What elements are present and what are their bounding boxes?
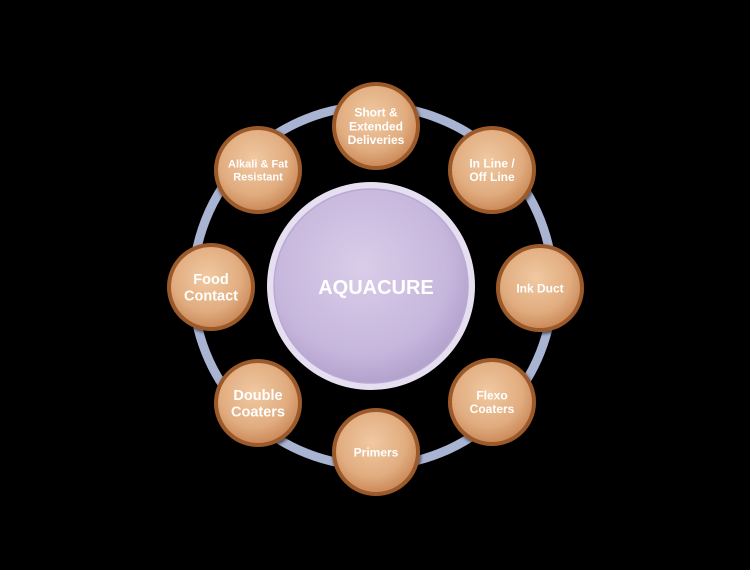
satellite-label-line: Off Line xyxy=(469,170,515,184)
satellite-body xyxy=(336,86,416,166)
satellite-body xyxy=(500,248,580,328)
satellite-flexo-coaters: Flexo Coaters xyxy=(448,358,536,446)
satellite-label: Primers xyxy=(354,445,399,459)
satellite-body xyxy=(218,130,298,210)
satellite-label-line: Short & xyxy=(354,106,398,120)
satellite-body xyxy=(452,130,532,210)
satellite-body xyxy=(171,247,251,327)
satellite-alkali-fat-resistant: Alkali & Fat Resistant xyxy=(214,126,302,214)
satellite-short-extended-deliveries: Short & Extended Deliveries xyxy=(332,82,420,170)
satellite-label-line: Food xyxy=(193,272,228,288)
satellite-body xyxy=(336,412,416,492)
satellite-label: In Line / Off Line xyxy=(469,156,515,184)
satellite-label: Double Coaters xyxy=(231,388,285,421)
satellite-label-line: Flexo xyxy=(476,388,507,402)
satellite-label-line: Resistant xyxy=(233,171,283,183)
satellite-nodes: Short & Extended Deliveries In Line / Off Li… xyxy=(167,82,584,496)
satellite-in-line-off-line: In Line / Off Line xyxy=(448,126,536,214)
satellite-label-line: Ink Duct xyxy=(516,281,563,295)
satellite-label: Ink Duct xyxy=(516,281,563,295)
satellite-label-line: Extended xyxy=(349,119,403,133)
satellite-body xyxy=(218,363,298,443)
satellite-label-line: Coaters xyxy=(470,402,515,416)
satellite-label-line: Contact xyxy=(184,289,238,305)
satellite-label-line: Alkali & Fat xyxy=(228,159,288,171)
satellite-double-coaters: Double Coaters xyxy=(214,359,302,447)
satellite-label-line: Double xyxy=(233,388,282,404)
satellite-label-line: Primers xyxy=(354,445,399,459)
satellite-label: Alkali & Fat Resistant xyxy=(228,159,288,184)
satellite-body xyxy=(452,362,532,442)
satellite-label-line: Deliveries xyxy=(348,133,405,147)
satellite-ink-duct: Ink Duct xyxy=(496,244,584,332)
center-hub: AQUACURE xyxy=(267,182,475,390)
satellite-label: Short & Extended Deliveries xyxy=(348,106,405,148)
satellite-label-line: In Line / xyxy=(469,156,515,170)
satellite-primers: Primers xyxy=(332,408,420,496)
satellite-label: Food Contact xyxy=(184,272,238,305)
satellite-label-line: Coaters xyxy=(231,405,285,421)
center-label: AQUACURE xyxy=(318,277,434,299)
satellite-label: Flexo Coaters xyxy=(470,388,515,416)
satellite-food-contact: Food Contact xyxy=(167,243,255,331)
